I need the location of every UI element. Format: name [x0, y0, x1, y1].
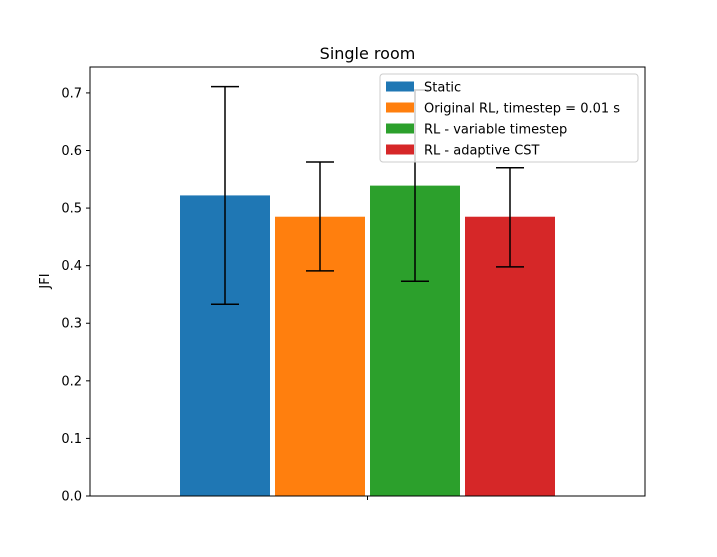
y-tick-label: 0.5 — [61, 202, 82, 217]
legend-swatch — [386, 102, 414, 113]
y-tick-label: 0.0 — [61, 490, 82, 505]
legend: Static Original RL, timestep = 0.01 s RL -… — [379, 73, 639, 163]
y-tick-label: 0.4 — [61, 259, 82, 274]
legend-entry-label: Original RL, timestep = 0.01 s — [424, 102, 620, 117]
legend-swatch — [386, 123, 414, 134]
y-tick-label: 0.6 — [61, 144, 82, 159]
y-tick-label: 0.7 — [61, 86, 82, 101]
chart-title: Single room — [320, 44, 416, 63]
legend-swatch — [386, 81, 414, 92]
legend-entry-label: RL - variable timestep — [424, 123, 567, 138]
y-tick-label: 0.3 — [61, 317, 82, 332]
y-tick-label: 0.2 — [61, 374, 82, 389]
y-axis-label: JFI — [38, 273, 53, 289]
legend-entry-label: Static — [424, 81, 461, 96]
legend-entry-label: RL - adaptive CST — [424, 144, 540, 159]
legend-swatch — [386, 144, 414, 155]
legend-frame — [379, 73, 639, 163]
y-tick-label: 0.1 — [61, 432, 82, 447]
y-axis: 0.0 0.1 0.2 0.3 0.4 0.5 0.6 0.7 — [61, 86, 90, 505]
bars-group — [180, 185, 555, 497]
